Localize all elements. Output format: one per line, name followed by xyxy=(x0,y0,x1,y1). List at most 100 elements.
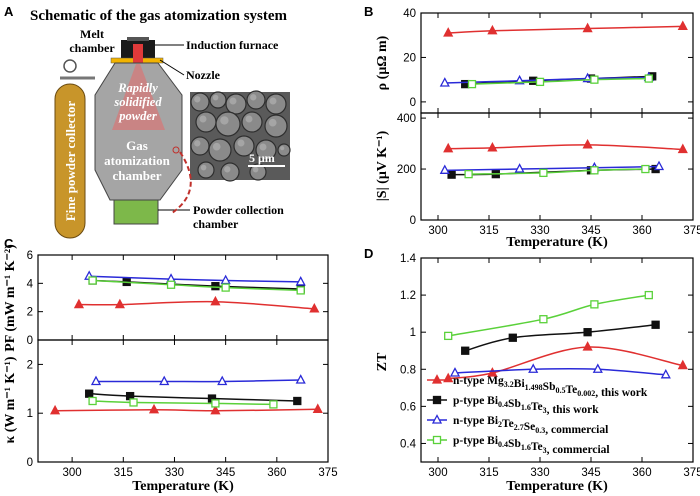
data-point xyxy=(644,74,653,83)
x-tick-label: 330 xyxy=(165,467,184,479)
sem-particle xyxy=(208,138,232,162)
data-point xyxy=(641,164,650,174)
series-line-4 xyxy=(468,168,646,175)
data-point xyxy=(582,138,593,149)
data-point xyxy=(539,315,548,324)
data-point xyxy=(439,164,450,174)
data-point xyxy=(85,389,94,398)
panel-a: A Schematic of the gas atomization syste… xyxy=(4,4,291,239)
y-tick-label: 2 xyxy=(27,307,33,319)
panel-c-bottom-ylabel: κ (W m⁻¹ K⁻¹) xyxy=(3,356,18,443)
sem-particle xyxy=(220,162,240,182)
data-point xyxy=(159,375,170,386)
sem-particle xyxy=(241,111,263,133)
data-point xyxy=(677,143,688,154)
series-line-4 xyxy=(92,400,274,406)
panel-b-bottom-frame xyxy=(420,112,694,221)
data-point xyxy=(447,170,456,179)
data-point xyxy=(653,160,665,171)
data-point xyxy=(309,302,320,313)
y-tick-label: 0.4 xyxy=(400,438,417,450)
sem-particle-highlight xyxy=(199,115,207,123)
legend-marker xyxy=(432,395,442,405)
sem-particle-highlight xyxy=(212,94,219,101)
data-point xyxy=(217,375,228,386)
data-point xyxy=(211,282,220,291)
sem-particle-highlight xyxy=(245,115,253,123)
melt-stream xyxy=(133,44,143,64)
powder-collection-chamber-shape xyxy=(113,199,159,225)
data-point xyxy=(148,403,160,414)
rapidly-solidified-powder-label: Rapidly solidified powder xyxy=(113,81,162,123)
panel-d-letter: D xyxy=(364,246,373,261)
legend-marker xyxy=(432,435,442,445)
sem-particle-highlight xyxy=(200,164,207,171)
data-point xyxy=(443,27,454,37)
x-tick-label: 345 xyxy=(216,467,235,479)
legend-label: n-type Bi2Te2.7Se0.3, commercial xyxy=(453,415,608,436)
series-line-2 xyxy=(89,392,298,402)
panel-b-bottom-ylabel: |S| (μV K⁻¹) xyxy=(375,130,390,201)
valve-icon xyxy=(63,59,77,73)
y-tick-label: 1.4 xyxy=(400,253,417,265)
x-tick-label: 330 xyxy=(530,225,549,237)
x-tick-label: 375 xyxy=(318,467,337,479)
series-line-4 xyxy=(92,279,301,292)
data-point xyxy=(210,404,221,415)
panel-c-xlabel: Temperature (K) xyxy=(132,479,234,494)
y-tick-label: 0.8 xyxy=(400,364,416,376)
data-point xyxy=(88,276,97,285)
data-point xyxy=(439,77,450,87)
x-tick-label: 375 xyxy=(683,467,700,479)
nozzle-label: Nozzle xyxy=(186,68,221,82)
panel-b-top-frame xyxy=(420,12,694,114)
data-point xyxy=(296,286,305,295)
y-tick-label: 4 xyxy=(27,278,34,290)
legend-label: p-type Bi0.4Sb1.6Te3, this work xyxy=(453,395,599,416)
x-tick-label: 315 xyxy=(479,225,498,237)
data-point xyxy=(592,363,603,373)
data-point xyxy=(443,142,454,153)
sem-particle xyxy=(215,111,241,137)
data-point xyxy=(514,163,525,173)
panel-c-bottom-frame xyxy=(37,339,329,463)
legend: n-type Mg3.2Bi1.498Sb0.5Te0.002, this wo… xyxy=(427,374,648,456)
panel-c: C 0 2 4 6 0 1 2 300 315 330 345 360 375 PF (mW m⁻¹ K⁻²… xyxy=(3,236,338,494)
sem-particle-highlight xyxy=(252,166,259,173)
sem-particle-highlight xyxy=(229,97,237,105)
gas-atomization-chamber-label: Gas atomization chamber xyxy=(104,138,170,183)
series-line-3 xyxy=(96,379,301,383)
data-point xyxy=(644,290,653,300)
series-line-1 xyxy=(448,25,683,34)
y-tick-label: 400 xyxy=(397,113,416,125)
data-point xyxy=(461,346,470,355)
data-point xyxy=(73,298,85,309)
y-tick-label: 0 xyxy=(27,457,33,469)
y-tick-label: 0 xyxy=(410,97,416,109)
sem-particle-highlight xyxy=(224,166,231,173)
induction-furnace-label: Induction furnace xyxy=(186,38,279,52)
x-tick-label: 360 xyxy=(632,225,651,237)
x-tick-label: 300 xyxy=(428,467,447,479)
x-tick-label: 300 xyxy=(428,225,447,237)
y-tick-label: 40 xyxy=(403,8,416,20)
sem-particle xyxy=(209,91,227,109)
spray-cone xyxy=(112,64,165,130)
sem-particle xyxy=(197,161,215,179)
series-line-3 xyxy=(454,367,666,376)
gas-atomization-chamber-shape xyxy=(94,62,183,201)
data-point xyxy=(487,24,498,35)
data-point xyxy=(114,298,125,309)
panel-b-letter: B xyxy=(364,4,373,19)
sem-particle xyxy=(277,143,291,157)
legend-marker xyxy=(431,414,443,424)
data-point xyxy=(210,295,221,306)
series-line-1 xyxy=(448,346,683,380)
series-line-3 xyxy=(444,76,649,84)
data-point xyxy=(590,166,599,175)
y-tick-label: 20 xyxy=(403,52,416,64)
powder-collection-chamber-label: Powder collection chamber xyxy=(193,203,284,231)
sem-particle xyxy=(225,93,247,115)
data-point xyxy=(583,328,592,337)
